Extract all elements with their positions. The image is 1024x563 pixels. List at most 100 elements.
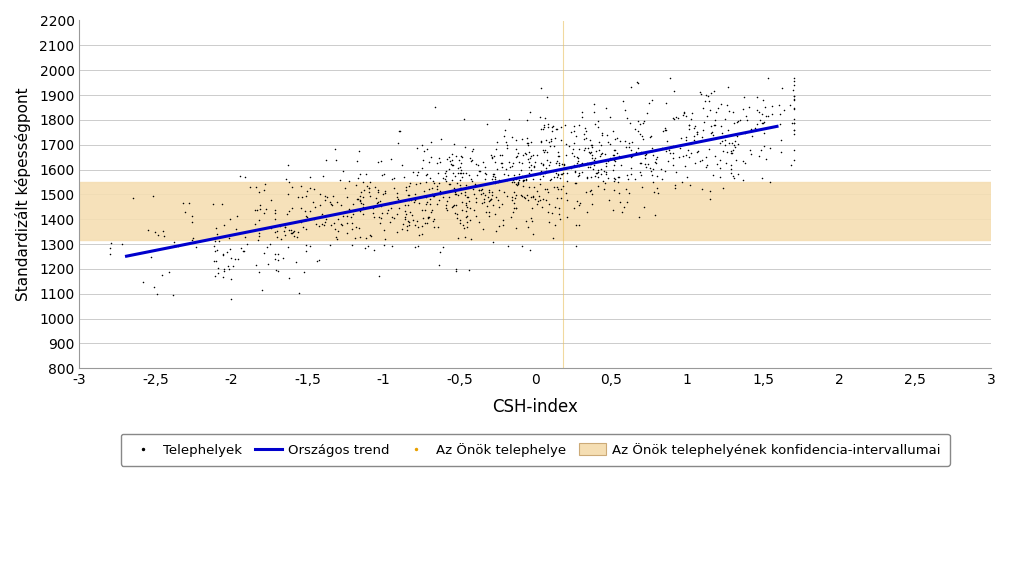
- Point: [757, 103, 773, 112]
- Point: [504, 132, 520, 141]
- Point: [464, 147, 480, 156]
- Point: [618, 198, 635, 207]
- Point: [752, 116, 768, 125]
- Point: [590, 182, 606, 191]
- Point: [328, 233, 344, 242]
- Point: [477, 190, 494, 199]
- Point: [656, 124, 673, 133]
- Point: [268, 266, 285, 275]
- Point: [354, 200, 371, 209]
- Point: [432, 187, 449, 196]
- Point: [289, 233, 305, 242]
- Point: [527, 158, 544, 167]
- Point: [234, 247, 251, 256]
- Point: [785, 115, 802, 124]
- Point: [278, 175, 294, 184]
- Point: [607, 157, 624, 166]
- Point: [280, 160, 296, 169]
- Point: [589, 169, 605, 178]
- Point: [536, 121, 552, 130]
- Point: [618, 170, 635, 179]
- Point: [124, 193, 140, 202]
- Point: [680, 120, 696, 129]
- Point: [256, 248, 272, 257]
- Point: [435, 193, 452, 202]
- Point: [341, 176, 357, 185]
- Point: [511, 169, 527, 178]
- Point: [584, 189, 600, 198]
- Point: [209, 230, 225, 239]
- Point: [251, 268, 267, 277]
- Point: [460, 192, 476, 201]
- Point: [568, 242, 585, 251]
- Point: [588, 168, 604, 177]
- Point: [361, 230, 378, 239]
- Point: [297, 206, 313, 215]
- Point: [666, 114, 682, 123]
- Point: [709, 159, 725, 168]
- Point: [596, 167, 612, 176]
- Point: [161, 268, 177, 277]
- Point: [548, 169, 564, 178]
- Point: [696, 117, 713, 126]
- Point: [621, 142, 637, 151]
- Point: [356, 243, 373, 252]
- Point: [361, 191, 378, 200]
- Point: [481, 207, 498, 216]
- Point: [350, 173, 367, 182]
- Point: [423, 208, 439, 217]
- Point: [715, 128, 731, 137]
- Point: [555, 182, 571, 191]
- Point: [358, 182, 375, 191]
- Point: [785, 77, 802, 86]
- Point: [408, 221, 424, 230]
- Point: [755, 96, 771, 105]
- Point: [549, 125, 565, 134]
- Point: [723, 168, 739, 177]
- Point: [421, 185, 437, 194]
- Point: [490, 196, 507, 205]
- Point: [301, 242, 317, 251]
- Point: [760, 111, 776, 120]
- Point: [499, 175, 515, 184]
- Point: [231, 172, 248, 181]
- Point: [424, 177, 440, 186]
- Point: [756, 117, 772, 126]
- Point: [276, 222, 293, 231]
- Point: [752, 108, 768, 117]
- Point: [461, 171, 477, 180]
- Point: [525, 183, 542, 192]
- Point: [538, 135, 554, 144]
- Point: [267, 215, 284, 224]
- Point: [422, 173, 438, 182]
- Point: [522, 166, 539, 175]
- Point: [508, 152, 524, 161]
- Point: [519, 190, 536, 199]
- Point: [444, 202, 461, 211]
- Point: [562, 163, 579, 172]
- Point: [480, 193, 497, 202]
- Point: [712, 139, 728, 148]
- Point: [579, 208, 595, 217]
- Point: [520, 168, 537, 177]
- Point: [260, 260, 276, 269]
- Point: [351, 195, 368, 204]
- Point: [296, 267, 312, 276]
- Point: [315, 220, 332, 229]
- Point: [637, 153, 653, 162]
- Point: [481, 212, 498, 221]
- Point: [155, 226, 171, 235]
- Point: [432, 157, 449, 166]
- Point: [450, 233, 466, 242]
- Point: [463, 235, 479, 244]
- Point: [676, 108, 692, 117]
- Point: [593, 149, 609, 158]
- Point: [590, 123, 606, 132]
- Point: [670, 113, 686, 122]
- Point: [553, 194, 569, 203]
- Point: [688, 127, 705, 136]
- Point: [262, 239, 279, 248]
- Point: [750, 119, 766, 128]
- Point: [605, 150, 622, 159]
- Point: [156, 231, 172, 240]
